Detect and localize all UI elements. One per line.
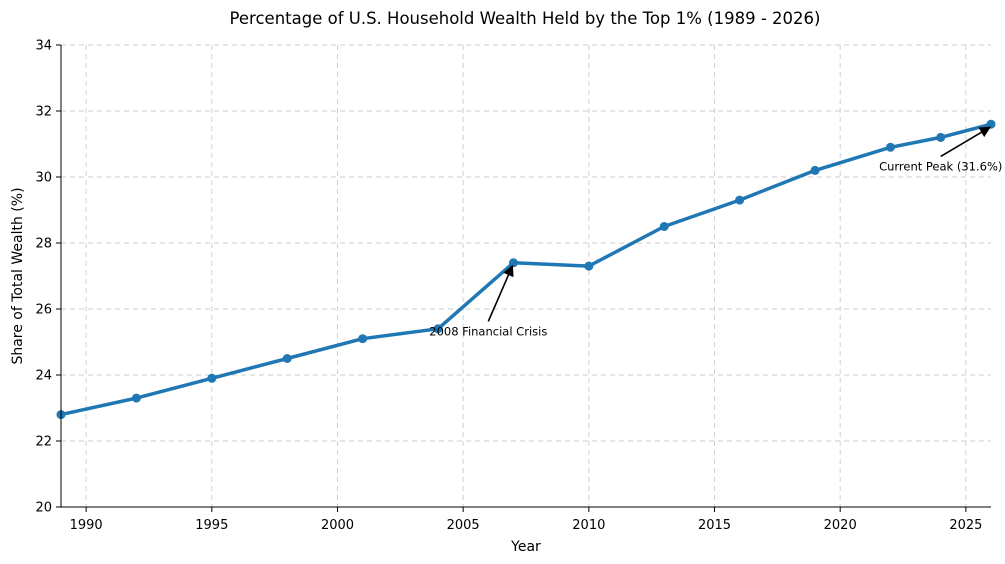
grid xyxy=(61,44,991,508)
x-tick-label: 1995 xyxy=(195,518,228,533)
series-line xyxy=(59,122,993,417)
data-point xyxy=(936,132,946,142)
x-axis-label: Year xyxy=(510,539,541,555)
x-tick-label: 1990 xyxy=(70,518,103,533)
y-tick-label: 22 xyxy=(35,435,52,450)
x-tick-label: 2015 xyxy=(698,518,731,533)
data-point xyxy=(810,165,820,175)
data-point xyxy=(207,373,217,383)
x-tick-label: 2020 xyxy=(824,518,857,533)
data-point xyxy=(986,119,996,129)
annotations: 2008 Financial Crisis Current Peak (31.6%… xyxy=(429,126,1002,338)
annotation-label: 2008 Financial Crisis xyxy=(429,324,547,338)
y-tick-label: 26 xyxy=(35,303,52,318)
chart-title: Percentage of U.S. Household Wealth Held… xyxy=(230,9,821,28)
ticks: 1990 1995 2000 2005 2010 2015 2020 2025 20 22 24 26… xyxy=(35,39,982,534)
data-point xyxy=(659,222,669,231)
data-point xyxy=(131,393,141,403)
y-axis-label: Share of Total Wealth (%) xyxy=(10,187,26,364)
y-tick-label: 34 xyxy=(35,39,52,54)
axes xyxy=(60,45,991,508)
data-point xyxy=(735,195,745,205)
data-point xyxy=(358,334,368,344)
x-tick-label: 2025 xyxy=(949,518,982,533)
data-point xyxy=(282,354,292,363)
annotation-arrow xyxy=(487,264,514,322)
y-tick-label: 30 xyxy=(35,171,52,186)
data-point xyxy=(584,261,594,271)
series-layer xyxy=(56,119,996,420)
annotation-arrow xyxy=(940,126,991,158)
data-point xyxy=(508,258,518,268)
x-tick-label: 2005 xyxy=(447,518,480,533)
y-tick-label: 28 xyxy=(35,237,52,252)
y-tick-label: 32 xyxy=(35,105,52,120)
x-tick-label: 2000 xyxy=(321,518,354,533)
y-tick-label: 20 xyxy=(35,501,52,516)
data-point xyxy=(885,142,895,152)
data-point xyxy=(433,324,443,334)
y-tick-label: 24 xyxy=(35,369,52,384)
x-tick-label: 2010 xyxy=(572,518,605,533)
annotation-label: Current Peak (31.6%) xyxy=(879,159,1002,173)
